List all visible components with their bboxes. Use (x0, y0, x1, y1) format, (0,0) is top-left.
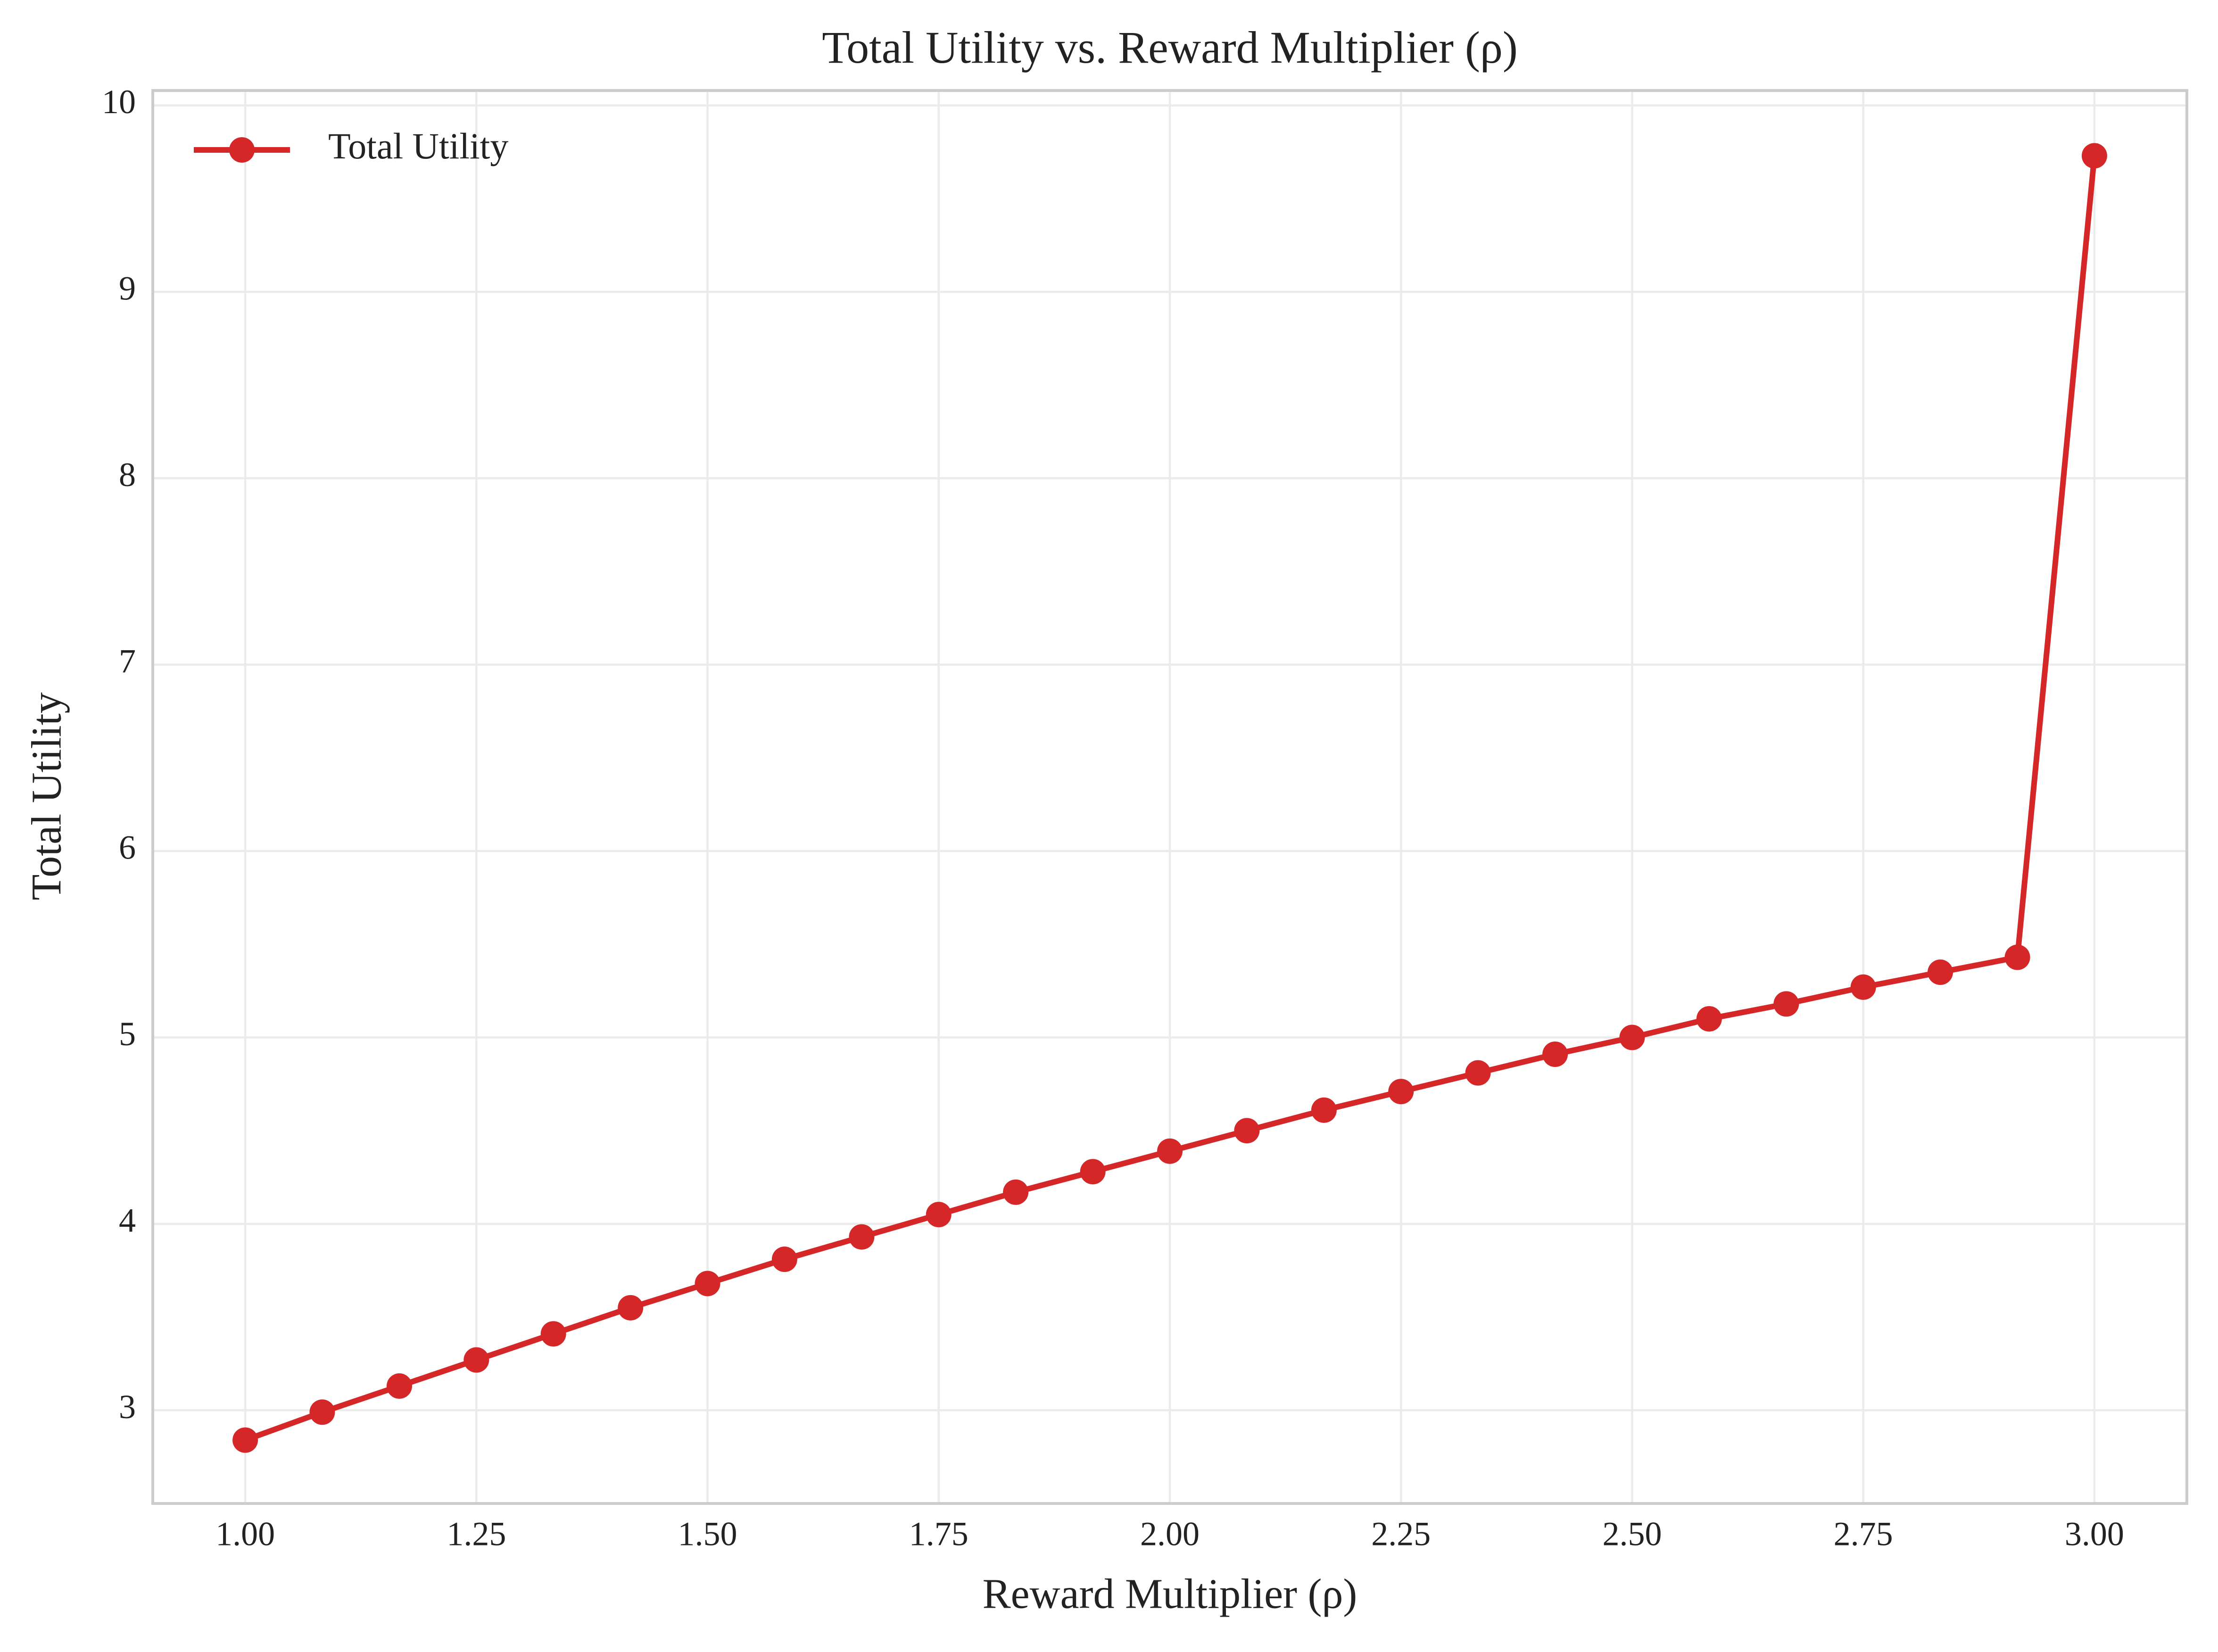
x-tick-label: 1.50 (678, 1515, 737, 1553)
legend-marker (229, 137, 255, 163)
y-tick-label: 3 (119, 1388, 136, 1426)
data-point (926, 1202, 952, 1228)
y-tick-label: 7 (119, 642, 136, 680)
data-point (1465, 1060, 1491, 1086)
data-point (2004, 944, 2030, 970)
x-tick-label: 2.00 (1140, 1515, 1200, 1553)
data-point (1003, 1179, 1029, 1205)
y-axis-label: Total Utility (24, 692, 70, 900)
plot-frame (151, 89, 2188, 1505)
data-point (309, 1399, 335, 1425)
x-tick-label: 1.75 (909, 1515, 968, 1553)
x-tick-label: 1.00 (215, 1515, 275, 1553)
data-point (1542, 1041, 1568, 1067)
chart-title: Total Utility vs. Reward Multiplier (ρ) (822, 22, 1518, 73)
data-point (2081, 143, 2107, 169)
data-point (695, 1271, 720, 1297)
data-point (1696, 1006, 1722, 1032)
data-point (849, 1224, 875, 1250)
data-point (540, 1321, 566, 1347)
data-point (1234, 1118, 1260, 1144)
x-tick-label: 2.25 (1371, 1515, 1431, 1553)
data-point (386, 1373, 412, 1399)
data-point (1850, 974, 1876, 1000)
data-point (771, 1247, 797, 1272)
y-tick-label: 5 (119, 1015, 136, 1053)
data-point (1773, 991, 1799, 1017)
x-tick-label: 1.25 (447, 1515, 506, 1553)
y-tick-label: 6 (119, 829, 136, 867)
x-tick-label: 2.75 (1834, 1515, 1893, 1553)
data-point (618, 1295, 644, 1321)
data-point (463, 1347, 489, 1373)
x-tick-label: 3.00 (2065, 1515, 2124, 1553)
data-point (1157, 1138, 1183, 1164)
x-axis-label: Reward Multiplier (ρ) (983, 1571, 1357, 1618)
data-point (232, 1427, 258, 1453)
y-tick-label: 4 (119, 1201, 136, 1239)
data-point (1388, 1079, 1414, 1105)
x-tick-label: 2.50 (1602, 1515, 1662, 1553)
data-point (1311, 1097, 1337, 1123)
data-point (1619, 1024, 1645, 1050)
legend-label: Total Utility (328, 125, 508, 166)
y-tick-label: 9 (119, 270, 136, 307)
data-point (1928, 959, 1953, 985)
y-tick-label: 8 (119, 456, 136, 494)
y-tick-label: 10 (102, 83, 136, 121)
data-point (1080, 1159, 1106, 1185)
